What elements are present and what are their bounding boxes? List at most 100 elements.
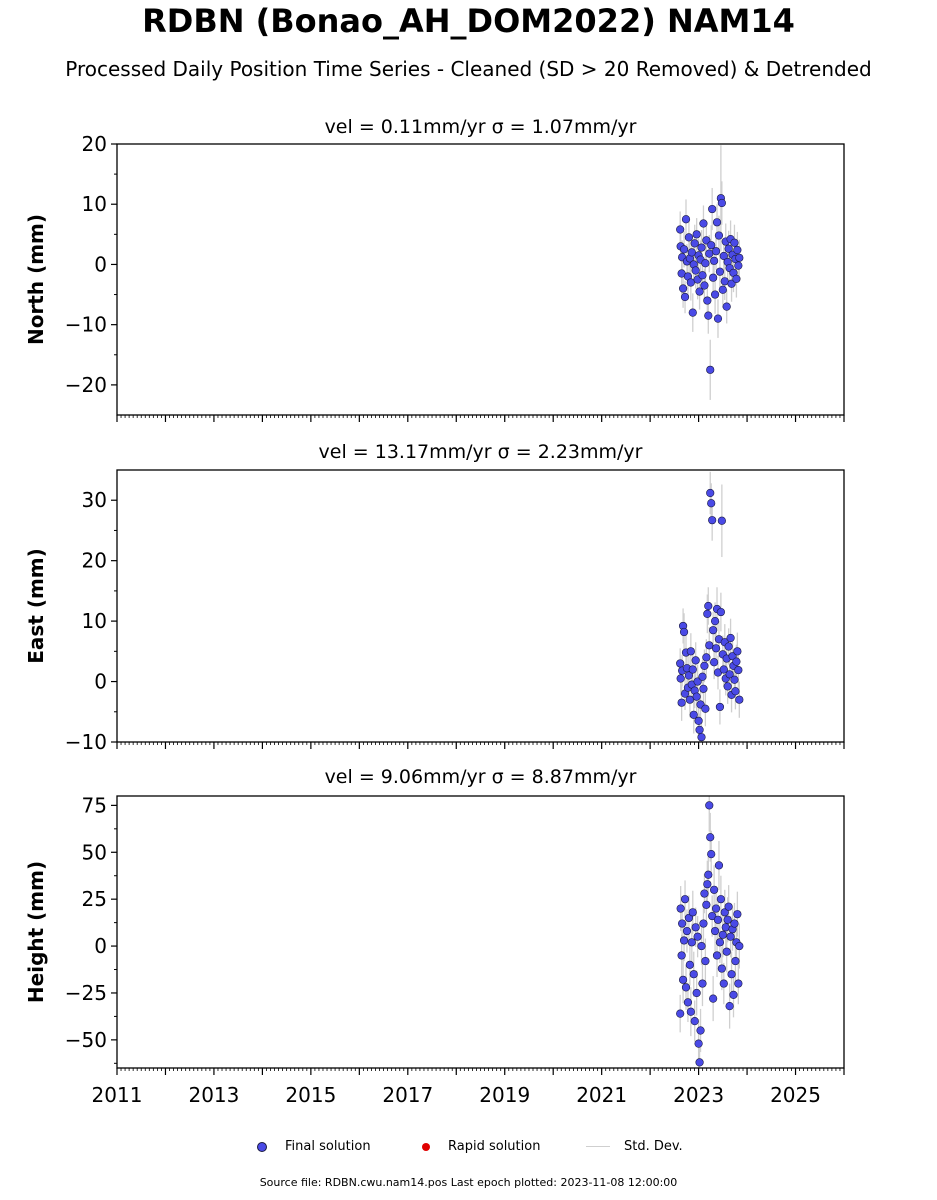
data-point — [711, 644, 721, 653]
data-point — [689, 970, 698, 979]
final-solution-points — [676, 801, 744, 1067]
data-point — [686, 1007, 695, 1016]
data-point — [716, 895, 725, 904]
data-point — [687, 938, 696, 947]
data-point — [721, 923, 730, 932]
data-point — [704, 870, 713, 879]
data-point — [691, 923, 700, 932]
data-point — [693, 932, 702, 941]
data-point — [709, 626, 718, 635]
data-point — [704, 311, 713, 320]
panel-east: vel = 13.17mm/yr σ = 2.23mm/yr East (mm) −… — [24, 441, 845, 754]
data-point — [684, 233, 694, 242]
data-point — [706, 488, 715, 498]
y-tick-label: 30 — [82, 488, 107, 512]
y-axis-label: North (mm) — [24, 214, 48, 345]
data-point — [685, 695, 694, 704]
data-point — [679, 245, 689, 254]
data-point — [706, 365, 715, 374]
data-point — [688, 665, 697, 674]
data-point — [706, 833, 715, 842]
data-point — [687, 248, 696, 257]
panel-title: vel = 0.11mm/yr σ = 1.07mm/yr — [325, 116, 637, 138]
data-point — [676, 659, 685, 668]
y-tick-label: 20 — [82, 549, 107, 573]
data-point — [717, 516, 726, 525]
data-point — [695, 1058, 704, 1067]
chart-subtitle: Processed Daily Position Time Series - C… — [65, 57, 872, 81]
data-point — [720, 908, 729, 917]
data-point — [707, 499, 716, 508]
data-point — [681, 983, 691, 992]
x-tick-label: 2013 — [188, 1083, 239, 1107]
data-point — [723, 682, 732, 691]
data-point — [701, 956, 710, 966]
data-point — [688, 908, 697, 917]
data-point — [692, 692, 701, 701]
y-tick-label: 0 — [94, 252, 107, 276]
data-point — [692, 988, 701, 998]
data-point — [708, 911, 717, 921]
data-point — [719, 251, 728, 261]
legend-rapid-label: Rapid solution — [448, 1139, 541, 1154]
data-point — [724, 244, 733, 253]
data-point — [710, 256, 719, 265]
legend: Final solution Rapid solution Std. Dev. — [0, 1137, 937, 1157]
data-point — [676, 674, 685, 683]
data-point — [677, 951, 686, 960]
y-tick-label: 10 — [82, 192, 107, 216]
y-tick-label: −25 — [65, 981, 107, 1005]
data-point — [735, 941, 744, 951]
data-point — [690, 1017, 699, 1026]
data-point — [682, 926, 692, 936]
data-point — [696, 1026, 705, 1035]
final-solution-points — [676, 488, 744, 742]
data-point — [733, 647, 742, 656]
data-point — [714, 861, 724, 870]
data-point — [715, 702, 725, 712]
data-point — [705, 801, 714, 810]
data-point — [691, 656, 700, 665]
data-point — [701, 704, 710, 713]
data-point — [702, 653, 711, 662]
data-point — [679, 936, 689, 945]
data-point — [711, 904, 721, 913]
data-point — [686, 278, 695, 287]
y-tick-label: −10 — [65, 730, 107, 754]
data-point — [688, 308, 697, 317]
data-point — [690, 239, 699, 248]
x-tick-label: 2025 — [770, 1083, 821, 1107]
data-point — [701, 259, 710, 268]
data-point — [685, 960, 694, 969]
data-point — [727, 279, 736, 288]
y-tick-label: 20 — [82, 132, 107, 156]
data-point — [698, 271, 707, 280]
x-tick-label: 2011 — [92, 1083, 143, 1107]
data-point — [722, 302, 731, 311]
data-point — [732, 657, 741, 666]
data-point — [710, 290, 720, 299]
data-point — [730, 919, 739, 928]
data-point — [707, 241, 716, 250]
data-point — [717, 964, 726, 973]
data-point — [703, 880, 712, 889]
data-point — [691, 266, 700, 275]
data-point — [709, 273, 718, 282]
data-point — [708, 204, 717, 214]
data-point — [734, 979, 743, 988]
data-point — [715, 938, 725, 947]
panel-height: vel = 9.06mm/yr σ = 8.87mm/yr Height (mm)… — [24, 766, 845, 1107]
data-point — [694, 716, 703, 725]
data-point — [678, 284, 688, 293]
data-point — [677, 698, 686, 707]
data-point — [689, 710, 698, 719]
data-point — [734, 665, 743, 675]
data-point — [703, 609, 712, 618]
data-point — [705, 249, 714, 258]
data-point — [730, 675, 739, 684]
data-point — [702, 236, 711, 245]
data-point — [676, 225, 685, 234]
y-tick-label: 50 — [82, 840, 107, 864]
data-point — [695, 287, 704, 296]
